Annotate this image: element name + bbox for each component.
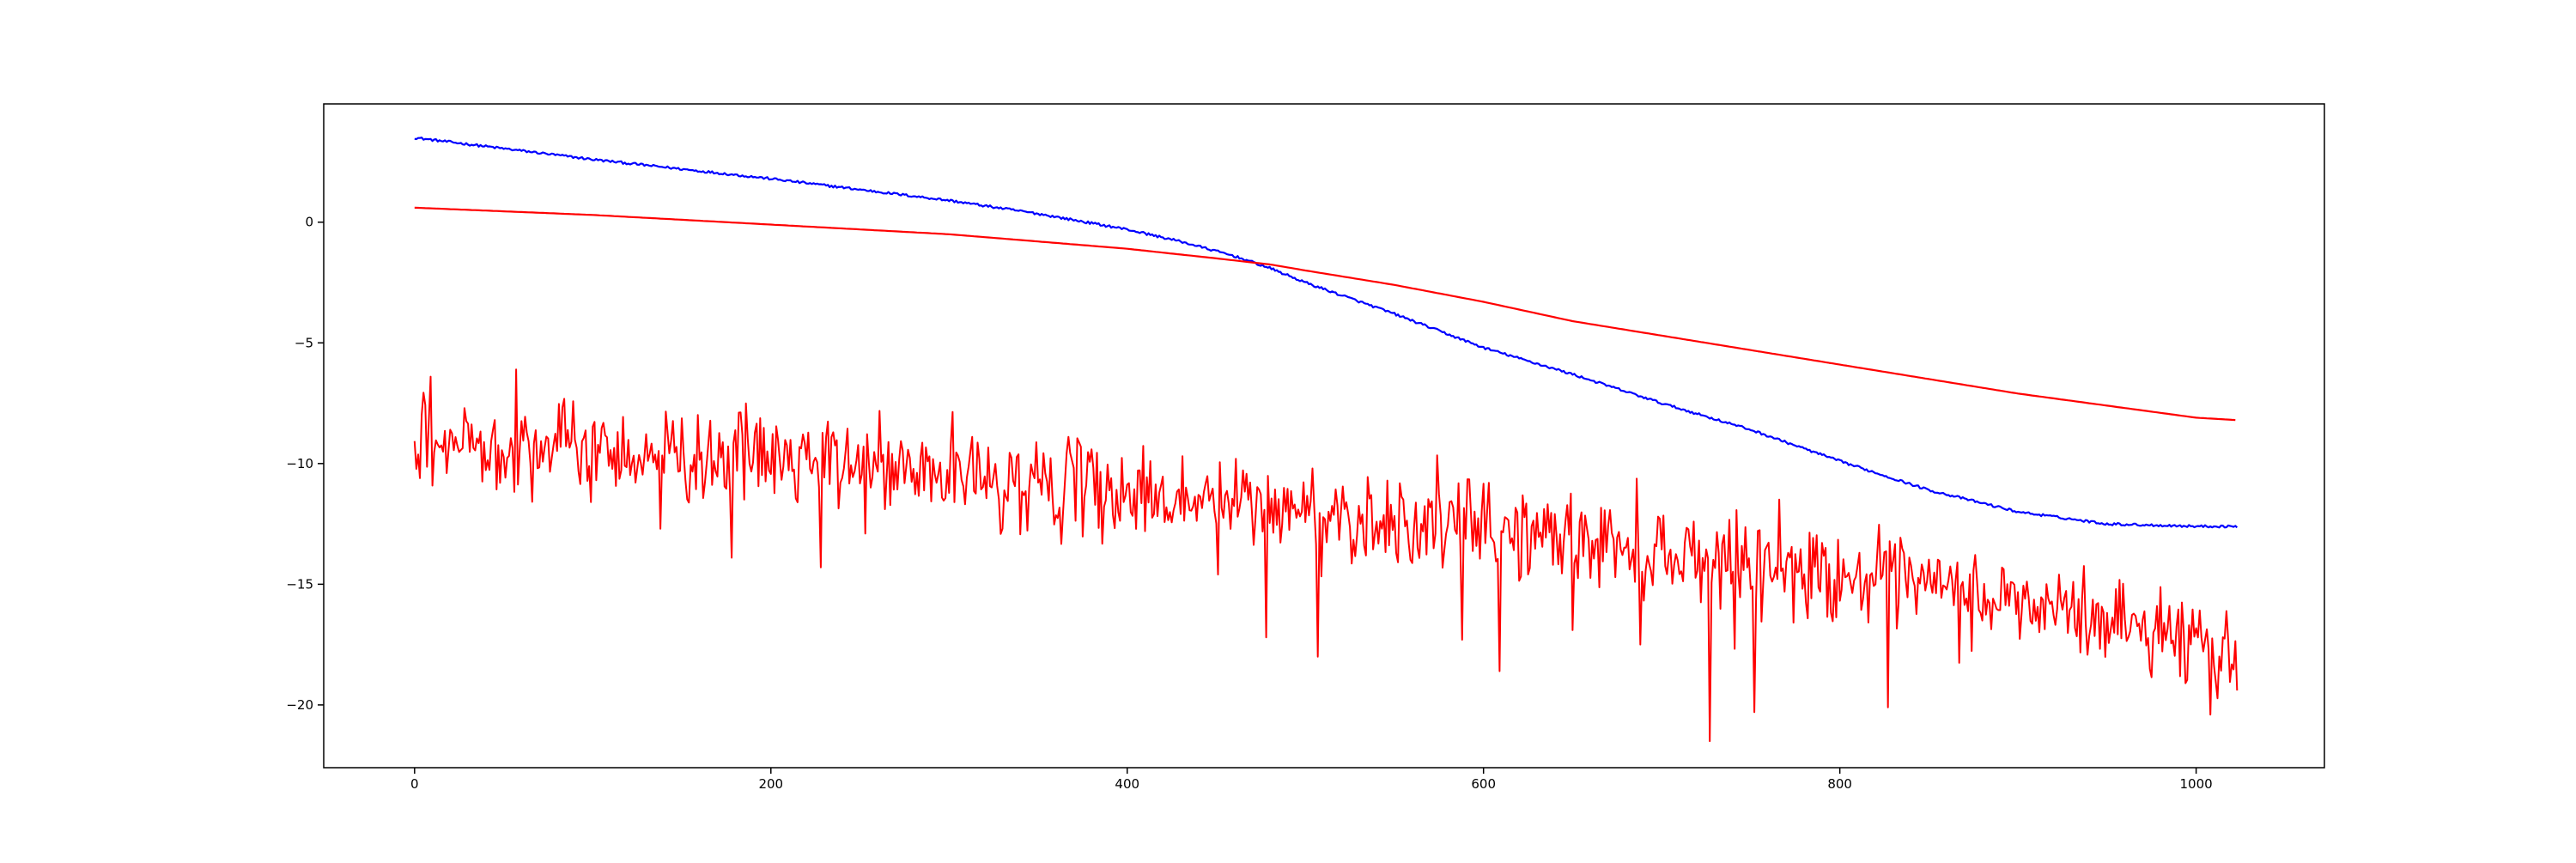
x-tick-label: 600 [1471,776,1496,792]
series-line-3 [413,368,2239,743]
plot-frame [323,103,2325,769]
y-tick-label: −10 [286,456,313,471]
series-layer [413,137,2239,743]
y-tick-label: −15 [286,576,313,592]
y-tick-label: −5 [295,335,313,350]
x-tick-label: 800 [1827,776,1852,792]
x-tick-label: 0 [410,776,419,792]
series-line-2 [414,206,2236,422]
y-tick-label: 0 [305,215,313,230]
axes-layer: 0 200 400 600 800 1000 0 −5 −10 −15 −20 [286,103,2325,792]
x-tick-label: 400 [1115,776,1139,792]
x-tick-label: 200 [758,776,783,792]
x-tick-label: 1000 [2180,776,2213,792]
series-line-1 [414,137,2239,529]
y-tick-label: −20 [286,697,313,713]
